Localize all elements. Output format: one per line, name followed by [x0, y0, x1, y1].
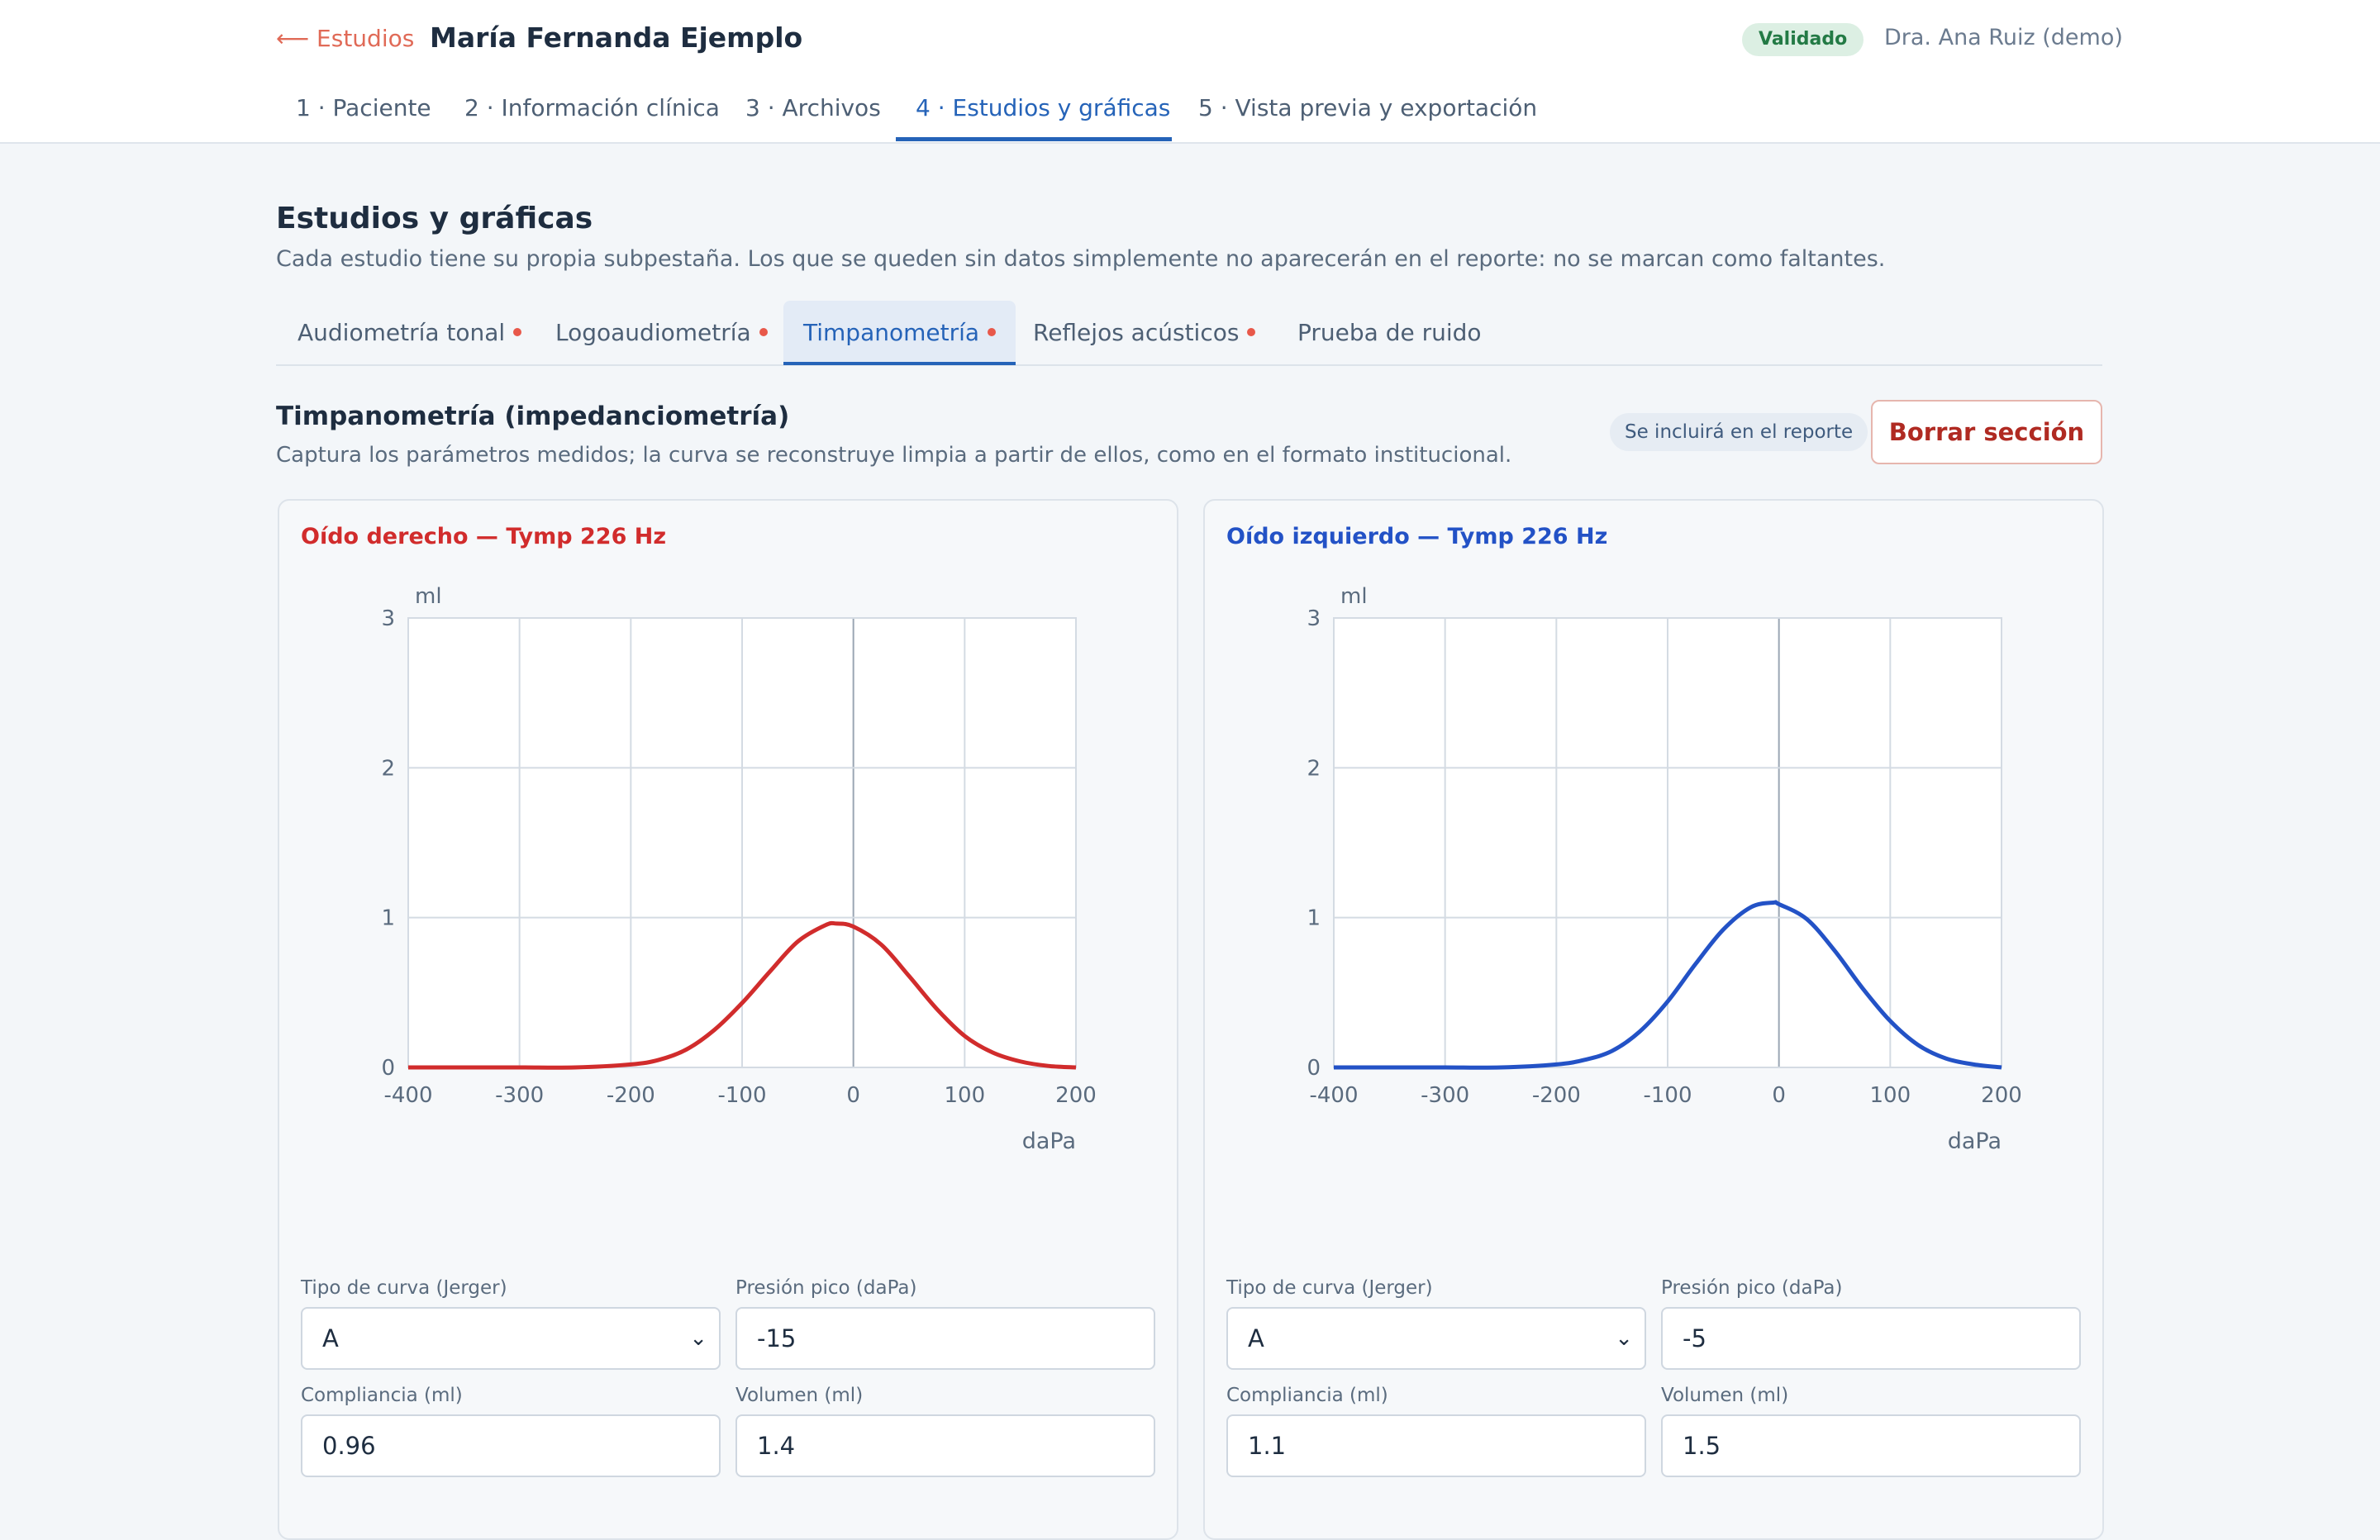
subtab-logoaudiometria[interactable]: Logoaudiometría: [536, 301, 788, 365]
volume-input[interactable]: 1.5: [1661, 1414, 2081, 1477]
x-tick-label: -100: [717, 1083, 766, 1108]
top-bar: ⟵ Estudios María Fernanda Ejemplo Valida…: [0, 0, 2380, 144]
status-badge: Validado: [1742, 23, 1864, 56]
y-tick-label: 1: [1307, 906, 1321, 931]
subtab-label: Timpanometría: [803, 319, 980, 346]
left-ear-title: Oído izquierdo — Tymp 226 Hz: [1226, 524, 1608, 549]
volume-label: Volumen (ml): [735, 1385, 864, 1406]
curve-type-label: Tipo de curva (Jerger): [301, 1277, 507, 1299]
y-tick-label: 1: [381, 906, 395, 931]
subtab-label: Logoaudiometría: [555, 319, 751, 346]
y-tick-label: 2: [381, 756, 395, 781]
y-axis-label: ml: [1340, 584, 1368, 609]
curve-type-select[interactable]: A ⌄: [1226, 1307, 1646, 1370]
right-ear-card: Oído derecho — Tymp 226 Hz -400 -300 -200-…: [278, 499, 1178, 1540]
missing-data-dot: [1247, 328, 1256, 336]
x-tick-label: -400: [1309, 1083, 1358, 1108]
active-tab-indicator: [896, 137, 1172, 141]
right-ear-title: Oído derecho — Tymp 226 Hz: [301, 524, 667, 549]
tympanogram-curve: [1334, 900, 2002, 1070]
x-axis-label: daPa: [1948, 1129, 2002, 1154]
x-tick-label: 200: [1055, 1083, 1097, 1108]
curve-type-value: A: [322, 1324, 339, 1352]
tympanogram-curve: [408, 920, 1077, 1070]
y-tick-label: 2: [1307, 756, 1321, 781]
curve-type-label: Tipo de curva (Jerger): [1226, 1277, 1433, 1299]
clear-section-button[interactable]: Borrar sección: [1871, 400, 2102, 464]
y-tick-label: 0: [1307, 1056, 1321, 1081]
left-ear-card: Oído izquierdo — Tymp 226 Hz -400 -300 -20…: [1203, 499, 2104, 1540]
peak-pressure-input[interactable]: -5: [1661, 1307, 2081, 1370]
right-ear-tympanogram: -400 -300 -200 -100 0 100 200 0 1 2 3 ml daPa: [381, 584, 1097, 1154]
section-title: Estudios y gráficas: [276, 202, 593, 235]
y-axis-label: ml: [415, 584, 442, 609]
y-tick-label: 0: [381, 1056, 395, 1081]
compliance-input[interactable]: 0.96: [301, 1414, 721, 1477]
subtab-prueba-de-ruido[interactable]: Prueba de ruido: [1278, 301, 1502, 365]
x-axis-label: daPa: [1022, 1129, 1076, 1154]
x-tick-label: 100: [1870, 1083, 1911, 1108]
x-tick-label: -300: [495, 1083, 544, 1108]
tab-estudios-graficas[interactable]: 4 · Estudios y gráficas: [916, 94, 1171, 121]
chevron-down-icon: ⌄: [1615, 1326, 1633, 1351]
block-title: Timpanometría (impedanciometría): [276, 402, 790, 431]
compliance-input[interactable]: 1.1: [1226, 1414, 1646, 1477]
x-tick-label: -200: [607, 1083, 655, 1108]
subtab-label: Prueba de ruido: [1297, 319, 1482, 346]
subtab-label: Audiometría tonal: [298, 319, 506, 346]
tab-informacion-clinica[interactable]: 2 · Información clínica: [464, 94, 720, 121]
compliance-label: Compliancia (ml): [301, 1385, 463, 1406]
subtab-timpanometria[interactable]: Timpanometría: [783, 301, 1016, 365]
x-tick-label: -400: [383, 1083, 432, 1108]
tab-vista-previa[interactable]: 5 · Vista previa y exportación: [1198, 94, 1538, 121]
curve-type-value: A: [1248, 1324, 1264, 1352]
back-to-studies-link[interactable]: ⟵ Estudios: [276, 25, 415, 52]
section-description: Cada estudio tiene su propia subpestaña.…: [276, 246, 1886, 272]
subtabs-divider: [276, 364, 2102, 366]
include-in-report-badge: Se incluirá en el reporte: [1610, 413, 1868, 451]
block-description: Captura los parámetros medidos; la curva…: [276, 443, 1512, 468]
volume-input[interactable]: 1.4: [735, 1414, 1155, 1477]
doctor-name: Dra. Ana Ruiz (demo): [1884, 25, 2123, 50]
y-tick-label: 3: [381, 606, 395, 631]
subtab-label: Reflejos acústicos: [1033, 319, 1240, 346]
x-tick-label: 100: [945, 1083, 986, 1108]
x-tick-label: -200: [1532, 1083, 1581, 1108]
compliance-label: Compliancia (ml): [1226, 1385, 1388, 1406]
tab-archivos[interactable]: 3 · Archivos: [745, 94, 881, 121]
left-ear-tympanogram: -400 -300 -200 -100 0 100 200 0 1 2 3 ml daPa: [1307, 584, 2022, 1154]
peak-pressure-label: Presión pico (daPa): [1661, 1277, 1843, 1299]
curve-type-select[interactable]: A ⌄: [301, 1307, 721, 1370]
patient-name: María Fernanda Ejemplo: [430, 21, 803, 54]
x-tick-label: 200: [1981, 1083, 2022, 1108]
subtab-reflejos-acusticos[interactable]: Reflejos acústicos: [1013, 301, 1275, 365]
missing-data-dot: [513, 328, 522, 336]
volume-label: Volumen (ml): [1661, 1385, 1789, 1406]
x-tick-label: 0: [1772, 1083, 1786, 1108]
chevron-down-icon: ⌄: [689, 1326, 707, 1351]
x-tick-label: -300: [1421, 1083, 1469, 1108]
peak-pressure-label: Presión pico (daPa): [735, 1277, 917, 1299]
missing-data-dot: [759, 328, 768, 336]
y-tick-label: 3: [1307, 606, 1321, 631]
tab-paciente[interactable]: 1 · Paciente: [296, 94, 431, 121]
subtab-audiometria-tonal[interactable]: Audiometría tonal: [278, 301, 541, 365]
peak-pressure-input[interactable]: -15: [735, 1307, 1155, 1370]
x-tick-label: 0: [846, 1083, 860, 1108]
missing-data-dot: [988, 328, 997, 336]
x-tick-label: -100: [1643, 1083, 1692, 1108]
